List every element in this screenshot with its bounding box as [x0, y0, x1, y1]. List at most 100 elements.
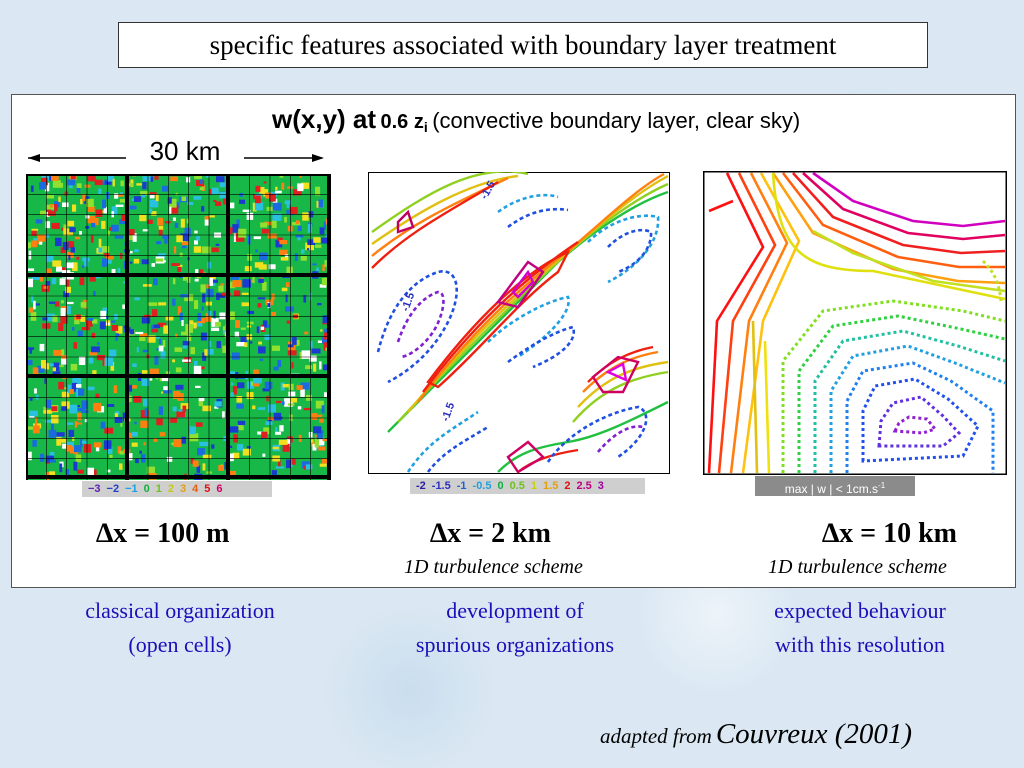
field-cell — [182, 405, 187, 412]
field-cell — [69, 404, 78, 414]
field-cell — [177, 393, 184, 401]
field-cell — [50, 203, 53, 208]
legend-entry: -1 — [456, 480, 467, 492]
field-cell — [114, 235, 124, 239]
field-cell — [286, 266, 293, 275]
field-cell — [318, 437, 325, 446]
field-cell — [46, 195, 54, 199]
field-cell — [304, 331, 309, 335]
field-cell — [141, 378, 149, 386]
field-cell — [282, 401, 285, 405]
field-cell — [211, 318, 219, 327]
field-cell — [154, 356, 159, 365]
field-cell — [319, 284, 327, 288]
field-cell — [190, 458, 195, 464]
field-cell — [258, 278, 264, 283]
field-cell — [132, 431, 138, 437]
field-cell — [240, 336, 247, 342]
les-field-plot — [26, 174, 331, 480]
field-cell — [181, 320, 184, 326]
field-cell — [301, 350, 311, 359]
field-cell — [58, 182, 63, 188]
field-cell — [66, 241, 75, 248]
field-cell — [60, 314, 68, 324]
legend-entry: −1 — [125, 483, 138, 495]
field-cell — [257, 431, 263, 435]
field-cell — [218, 465, 224, 471]
field-cell — [83, 444, 92, 453]
field-cell — [236, 396, 243, 403]
field-cell — [258, 341, 262, 345]
field-cell — [76, 422, 83, 425]
field-cell — [253, 375, 262, 384]
field-cell — [72, 377, 82, 384]
field-cell — [132, 363, 137, 367]
field-cell — [48, 429, 57, 438]
field-cell — [248, 279, 255, 283]
field-cell — [35, 219, 43, 224]
field-cell — [42, 317, 48, 321]
field-cell — [76, 185, 81, 193]
field-cell — [120, 180, 124, 187]
field-cell — [232, 224, 239, 233]
field-cell — [163, 386, 168, 391]
field-cell — [54, 301, 60, 307]
field-cell — [45, 211, 50, 217]
field-cell — [262, 281, 267, 291]
field-cell — [252, 405, 256, 410]
legend-entry: 1 — [155, 483, 162, 495]
dx-label-2km: ∆x = 2 km — [430, 518, 551, 549]
field-cell — [41, 177, 48, 186]
field-cell — [296, 385, 303, 390]
field-cell — [123, 325, 126, 329]
legend-entry: 0.5 — [509, 480, 525, 492]
field-cell — [177, 306, 182, 315]
field-cell — [74, 421, 78, 428]
field-cell — [109, 454, 113, 458]
field-cell — [318, 446, 326, 451]
level-subscript: i — [423, 119, 428, 135]
field-cell — [33, 300, 36, 310]
field-cell — [163, 390, 173, 394]
field-cell — [66, 262, 74, 269]
field-cell — [142, 284, 152, 287]
field-cell — [139, 333, 148, 337]
field-cell — [128, 432, 133, 439]
field-cell — [223, 436, 228, 441]
field-cell — [52, 371, 61, 377]
scale-bar — [28, 154, 324, 162]
field-cell — [167, 197, 172, 204]
field-cell — [84, 419, 88, 423]
field-cell — [133, 196, 141, 202]
field-cell — [230, 392, 234, 397]
field-cell — [319, 418, 324, 423]
field-cell — [142, 182, 147, 190]
field-cell — [180, 218, 185, 228]
field-cell — [301, 461, 310, 469]
field-cell — [237, 382, 245, 389]
field-cell — [222, 329, 226, 335]
field-cell — [31, 276, 40, 280]
field-cell — [305, 365, 313, 370]
field-cell — [135, 331, 144, 335]
field-cell — [257, 297, 266, 300]
field-cell — [222, 411, 225, 419]
field-cell — [81, 400, 89, 409]
field-cell — [244, 342, 248, 347]
field-cell — [78, 356, 86, 365]
field-cell — [182, 340, 190, 346]
field-cell — [130, 250, 133, 254]
field-cell — [102, 258, 107, 267]
field-cell — [26, 426, 35, 430]
field-cell — [197, 312, 202, 322]
field-cell — [159, 377, 162, 382]
field-cell — [172, 359, 175, 363]
field-cell — [61, 356, 67, 365]
field-cell — [67, 220, 75, 227]
field-cell — [273, 412, 282, 421]
field-cell — [141, 194, 145, 198]
field-cell — [261, 431, 268, 439]
field-cell — [94, 179, 103, 186]
field-cell — [177, 264, 183, 267]
field-cell — [179, 312, 183, 321]
